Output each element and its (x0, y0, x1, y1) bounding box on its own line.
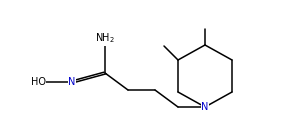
Text: NH$_2$: NH$_2$ (95, 31, 115, 45)
Text: HO: HO (30, 77, 46, 87)
Text: N: N (201, 102, 209, 112)
Text: N: N (68, 77, 76, 87)
